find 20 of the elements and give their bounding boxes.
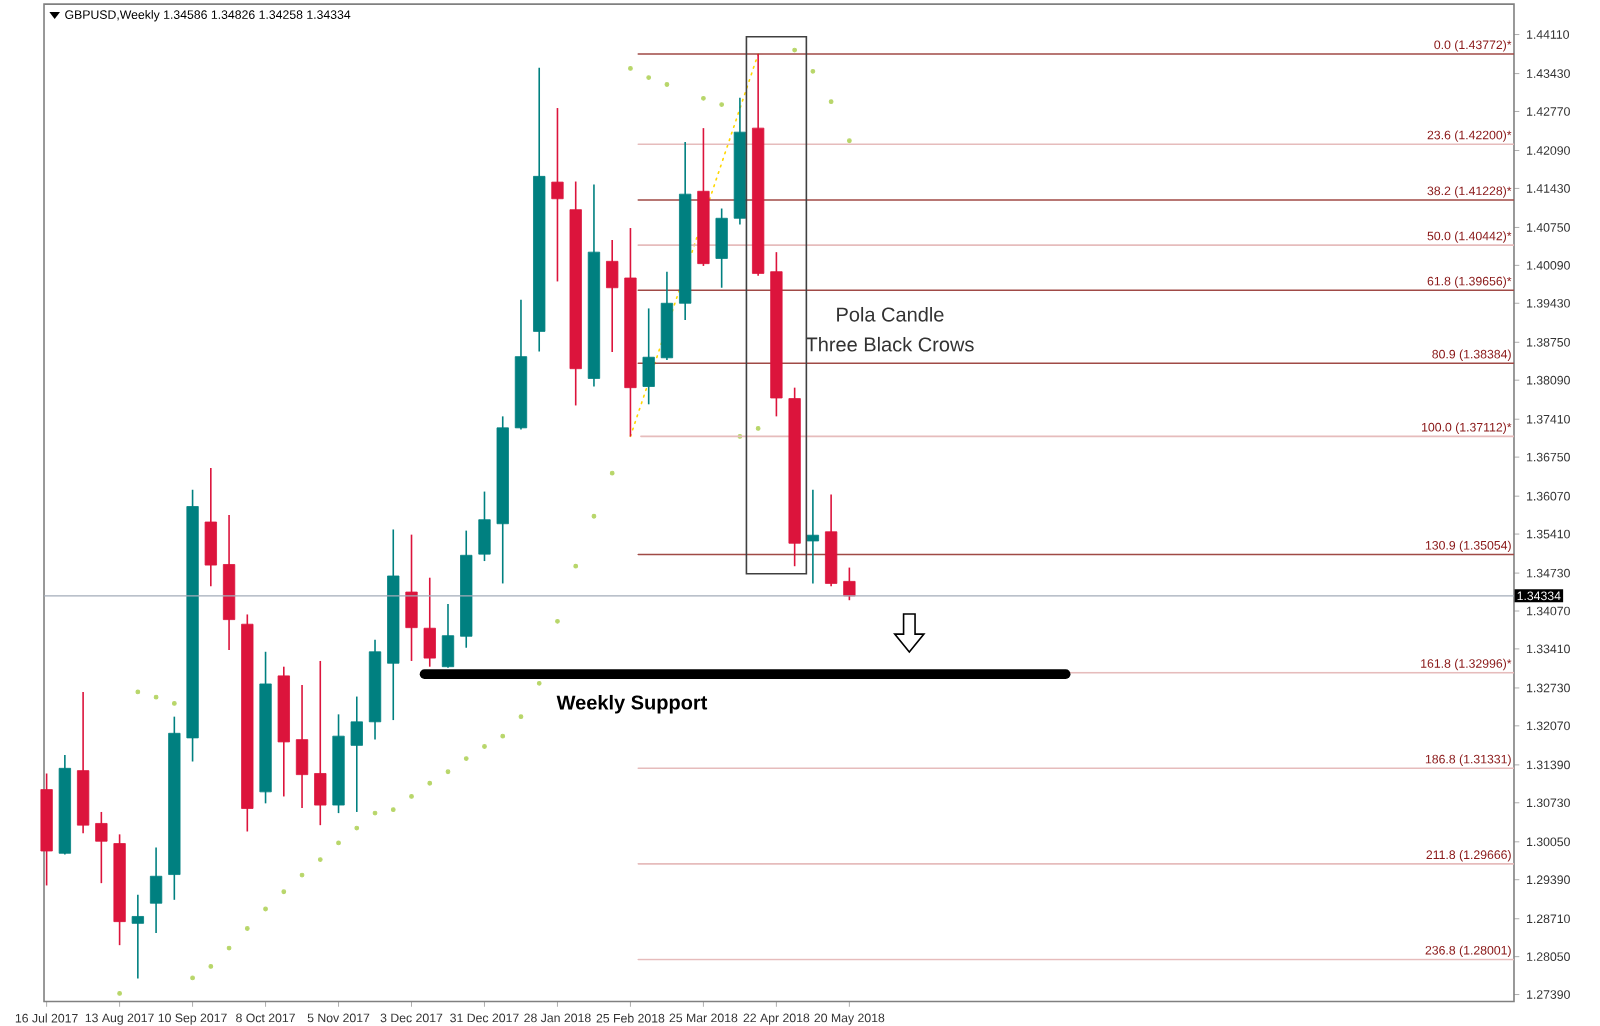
candlestick: [843, 566, 856, 602]
annotation: Three Black Crows: [805, 336, 974, 352]
candlestick: [423, 576, 436, 668]
candlestick: [131, 893, 144, 980]
candlestick: [295, 684, 309, 809]
annotation: Pola Candle: [837, 306, 944, 322]
candlestick: [715, 207, 728, 289]
candlestick: [806, 489, 820, 585]
candlestick: [95, 811, 108, 884]
candlestick: [405, 533, 418, 662]
annotation: Weekly Support: [556, 694, 708, 714]
candlestick: [350, 695, 363, 813]
candlestick: [551, 107, 564, 283]
candlestick: [478, 490, 491, 562]
candlestick: [149, 846, 163, 934]
candlestick: [204, 467, 217, 588]
candlestick: [314, 660, 327, 826]
candlestick: [441, 603, 455, 669]
candlestick: [642, 307, 655, 406]
candlestick: [606, 239, 619, 353]
